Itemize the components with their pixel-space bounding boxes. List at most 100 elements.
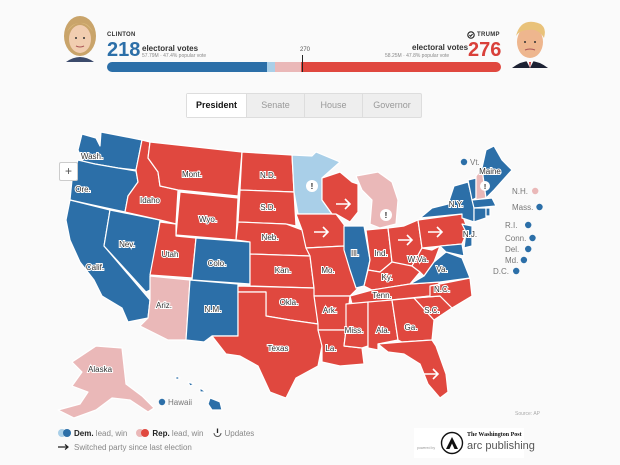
state-north-carolina[interactable] — [413, 277, 473, 309]
map-markers: ! ! ! — [306, 180, 490, 380]
legend-dem-text: lead, win — [93, 428, 128, 438]
rep-lead-swatch — [136, 429, 145, 437]
legend-updates-label: Updates — [224, 428, 255, 438]
state-label: Wash. — [81, 152, 103, 161]
small-state-label: Vt. — [470, 158, 480, 167]
state-result-dot[interactable] — [536, 203, 543, 211]
state-label: N.J. — [463, 230, 477, 239]
clinton-popular-vote: 57.79M · 47.4% popular vote — [142, 53, 207, 59]
state-label: Ark. — [323, 306, 337, 315]
state-label: Colo. — [208, 259, 227, 268]
trump-electoral-votes: 276 — [468, 39, 502, 61]
legend-dem-label: Dem. — [74, 428, 94, 438]
wapo-wordmark: The Washington Post — [467, 432, 522, 438]
state-texas[interactable] — [211, 291, 323, 399]
bar-segment-dem-lead — [266, 62, 276, 72]
trump-name: TRUMP — [477, 32, 500, 38]
state-new-jersey[interactable] — [461, 223, 473, 249]
clinton-electoral-votes: 218 — [107, 39, 141, 61]
state-new-york[interactable] — [419, 181, 475, 223]
state-wisconsin[interactable] — [321, 171, 359, 223]
state-label: Wyo. — [199, 215, 217, 224]
state-label: Mo. — [321, 266, 334, 275]
tab-senate[interactable]: Senate — [247, 94, 305, 117]
small-state-label: Md. — [505, 256, 518, 265]
state-label: N.D. — [260, 171, 276, 180]
state-massachusetts[interactable] — [471, 197, 497, 209]
state-result-dot[interactable] — [158, 398, 166, 406]
state-result-dot[interactable] — [460, 158, 468, 166]
state-connecticut[interactable] — [473, 207, 487, 223]
small-state-label: R.I. — [505, 221, 517, 230]
legend-rep-text: lead, win — [169, 428, 204, 438]
state-labels: Wash. Ore. Calif. Nev. Idaho Mont. Wyo. Utah Col… — [74, 151, 502, 354]
powered-by-label: powered by — [417, 446, 436, 450]
state-florida[interactable] — [377, 339, 449, 399]
state-label: Nev. — [119, 240, 135, 249]
threshold-line — [302, 55, 303, 72]
zoom-in-button[interactable]: + — [59, 162, 78, 181]
small-state-label: Alaska — [88, 365, 113, 374]
state-label: Kan. — [275, 266, 291, 275]
clinton-ev-label: electoral votes — [142, 44, 199, 53]
tab-president[interactable]: President — [187, 94, 247, 117]
dem-win-swatch — [63, 429, 71, 437]
tab-governor[interactable]: Governor — [373, 100, 411, 110]
state-result-dot[interactable] — [513, 267, 520, 275]
state-label: N.M. — [205, 305, 222, 314]
state-alaska[interactable] — [57, 345, 155, 419]
state-label: Texas — [268, 344, 289, 353]
state-south-dakota[interactable] — [237, 189, 297, 227]
trump-avatar — [512, 21, 548, 68]
state-result-dot[interactable] — [532, 187, 539, 195]
state-mississippi[interactable] — [343, 301, 369, 349]
state-illinois[interactable] — [343, 225, 371, 289]
branding-badge: powered by The Washington Post arc publi… — [414, 428, 535, 458]
state-label: Mont. — [182, 170, 202, 179]
state-result-dot[interactable] — [520, 256, 528, 264]
state-label: Ky. — [382, 273, 393, 282]
svg-text:!: ! — [484, 184, 486, 191]
state-label: N.C. — [434, 285, 450, 294]
map-legend: Dem. lead, win Rep. lead, win Updates Sw… — [58, 426, 254, 454]
trump-name-row: TRUMP — [467, 31, 500, 39]
state-label: Ala. — [376, 326, 390, 335]
legend-switched-row: Switched party since last election — [58, 440, 254, 454]
clinton-name: CLINTON — [107, 32, 136, 38]
state-label: S.C. — [424, 306, 440, 315]
source-credit: Source: AP — [515, 411, 541, 417]
state-result-dot[interactable] — [525, 221, 532, 229]
small-state-label: N.H. — [512, 187, 528, 196]
legend-rep-label: Rep. — [152, 428, 170, 438]
switched-arrow-icon — [314, 198, 444, 380]
state-virginia[interactable] — [409, 251, 471, 285]
race-tabs: President Senate House Governor — [186, 93, 422, 118]
small-state-label: D.C. — [493, 267, 509, 276]
threshold-label: 270 — [300, 47, 311, 53]
small-state-labels: Vt. N.H. Mass. R.I. Conn. Del. Md. D.C. Alaska Ha… — [87, 158, 543, 407]
state-michigan[interactable] — [355, 171, 399, 229]
svg-text:!: ! — [385, 211, 388, 220]
state-label: N.Y. — [449, 200, 464, 209]
state-rhode-island[interactable] — [485, 207, 491, 217]
state-label: Neb. — [262, 233, 279, 242]
state-label: Miss. — [345, 326, 364, 335]
bar-segment-dem-win — [107, 62, 267, 72]
state-pennsylvania[interactable] — [417, 213, 469, 249]
tab-house[interactable]: House — [305, 94, 363, 117]
trump-ev-label: electoral votes — [412, 43, 469, 52]
state-result-dot[interactable] — [525, 245, 532, 253]
state-hawaii[interactable] — [175, 375, 223, 411]
state-result-dot[interactable] — [529, 234, 536, 242]
state-maryland[interactable] — [439, 243, 465, 257]
rep-win-swatch — [141, 429, 150, 437]
bar-segment-rep-lead — [275, 62, 301, 72]
update-icon — [213, 428, 221, 437]
state-label: Va. — [436, 265, 447, 274]
small-state-label: Del. — [505, 245, 519, 254]
state-label: Utah — [162, 250, 179, 259]
state-label: Idaho — [140, 196, 161, 205]
arc-logo-icon — [440, 431, 464, 455]
state-label: Ga. — [405, 323, 418, 332]
